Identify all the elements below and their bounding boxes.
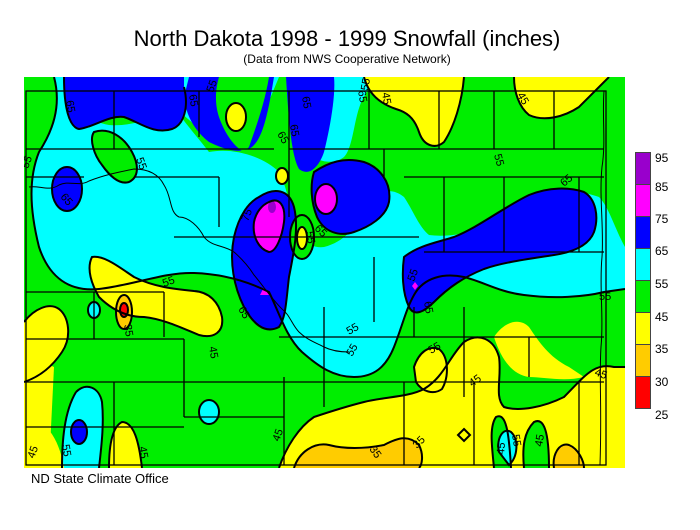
- svg-text:55: 55: [427, 340, 444, 357]
- contour-fill-55-65-main: [31, 77, 625, 377]
- svg-text:55: 55: [59, 443, 73, 457]
- legend-label-85: 85: [655, 180, 669, 194]
- contour-fill-65-75-west-blob: [52, 167, 82, 211]
- contour-fill-75-85-north: [315, 184, 337, 214]
- contour-lines: [24, 77, 625, 468]
- legend-label-65: 65: [655, 244, 669, 258]
- svg-text:45: 45: [271, 427, 286, 443]
- contour-fill-35-45-southeast-north: [494, 321, 584, 380]
- legend-label-25: 25: [655, 408, 669, 422]
- legend-swatch-30-35: [635, 344, 651, 377]
- svg-text:55: 55: [24, 154, 35, 170]
- map-title: North Dakota 1998 - 1999 Snowfall (inche…: [133, 26, 561, 51]
- legend-label-55: 55: [655, 277, 669, 291]
- snowfall-map: 65 65 55 65 65 65 55 55 65 75 55 65 65 5…: [24, 77, 625, 468]
- svg-text:65: 65: [235, 305, 252, 322]
- missouri-river: [28, 168, 350, 353]
- legend-label-30: 30: [655, 375, 669, 389]
- legend-swatch-35-45: [635, 312, 651, 345]
- contour-fill-65-75-center-north: [311, 160, 390, 234]
- svg-text:65: 65: [299, 95, 313, 109]
- svg-text:55: 55: [344, 342, 361, 359]
- svg-text:55: 55: [406, 267, 421, 283]
- svg-text:75: 75: [240, 207, 255, 223]
- svg-text:45: 45: [379, 91, 393, 105]
- source-credit: ND State Climate Office: [31, 471, 169, 486]
- svg-text:55: 55: [509, 433, 523, 447]
- svg-text:35: 35: [121, 323, 135, 337]
- legend-swatch-65-75: [635, 216, 651, 249]
- svg-text:45: 45: [593, 367, 609, 382]
- svg-text:45: 45: [467, 373, 484, 390]
- svg-text:65: 65: [421, 300, 435, 314]
- contour-fill-35-45-east-blob: [414, 347, 447, 393]
- svg-text:55: 55: [303, 230, 317, 244]
- county-boundaries: [25, 90, 607, 466]
- contour-fill-65-75-southwest: [71, 420, 87, 444]
- svg-text:45: 45: [136, 445, 150, 459]
- svg-text:45: 45: [533, 433, 547, 447]
- contour-fill-85-95: [268, 201, 276, 213]
- svg-text:65: 65: [63, 99, 77, 113]
- contour-labels: 65 65 55 65 65 65 55 55 65 75 55 65 65 5…: [24, 77, 611, 460]
- svg-text:55: 55: [345, 321, 362, 338]
- contour-fill-55-65-south-small: [199, 400, 219, 424]
- svg-text:55: 55: [599, 291, 611, 303]
- svg-text:45: 45: [26, 444, 41, 460]
- legend-swatch-45-55: [635, 280, 651, 313]
- red-river: [599, 90, 605, 466]
- contour-fill-75-85-central: [253, 200, 285, 252]
- contour-fill-35-45-south-west-strip: [24, 365, 54, 468]
- contour-fill-65-75-east: [402, 188, 597, 313]
- svg-text:55: 55: [133, 156, 148, 172]
- svg-text:35: 35: [367, 444, 384, 461]
- svg-text:65: 65: [186, 93, 200, 107]
- contour-fill-45-55-south-tongue2: [523, 421, 549, 468]
- svg-text:55: 55: [359, 77, 373, 91]
- legend-swatch-25-30: [635, 376, 651, 409]
- svg-text:65: 65: [355, 89, 369, 103]
- contour-fill-35-45-northeast2: [514, 77, 609, 119]
- legend-swatch-85-95: [635, 152, 651, 185]
- svg-text:45: 45: [206, 345, 220, 359]
- legend-label-75: 75: [655, 212, 669, 226]
- contour-fill-65-75-north-mid: [286, 77, 335, 172]
- svg-text:65: 65: [274, 130, 291, 147]
- contour-fill-75-85-east-small: [412, 282, 418, 290]
- legend-label-95: 95: [655, 151, 669, 165]
- contour-fill-75-85-small: [260, 287, 269, 295]
- contour-fill-35-45-center-blob: [297, 227, 307, 249]
- svg-text:65: 65: [287, 123, 301, 137]
- svg-text:55: 55: [205, 78, 220, 94]
- legend-swatch-55-65: [635, 248, 651, 281]
- svg-text:45: 45: [495, 442, 508, 455]
- svg-text:55: 55: [491, 153, 506, 168]
- contour-fill-35-45-north-blob2: [276, 168, 288, 184]
- legend-swatch-75-85: [635, 184, 651, 217]
- contour-fill-35-45-west: [89, 256, 223, 337]
- map-subtitle: (Data from NWS Cooperative Network): [243, 52, 451, 66]
- contour-fill-35-45-far-west: [24, 306, 69, 382]
- legend-label-45: 45: [655, 310, 669, 324]
- legend-label-35: 35: [655, 342, 669, 356]
- svg-text:55: 55: [161, 274, 177, 289]
- contour-fill-30-35-south: [294, 438, 423, 468]
- contour-fill-35-45-north-blob1: [226, 103, 246, 131]
- svg-text:45: 45: [514, 91, 531, 108]
